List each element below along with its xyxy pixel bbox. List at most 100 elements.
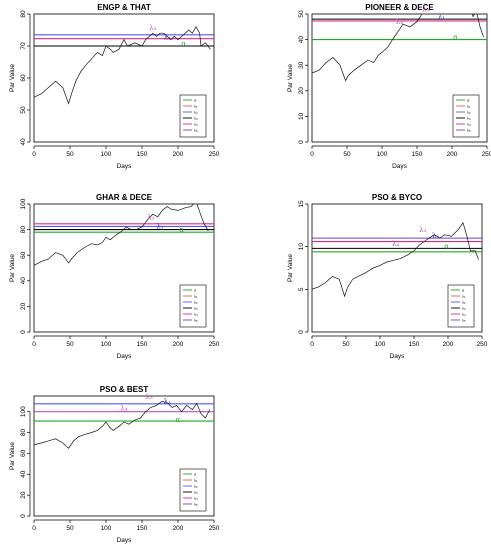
legend-label: λ₄ [462, 312, 466, 317]
legend-label: λ₄ [194, 496, 198, 501]
chart-panel-4: PSO & BYCO 0 50 100 150 200 250 0 5 10 15 Days Par V… [287, 193, 488, 360]
y-tick-label: 60 [20, 74, 27, 82]
legend-label: λ₂ [194, 300, 198, 305]
legend-label: α [462, 288, 465, 293]
x-tick-label: 100 [101, 341, 112, 348]
x-tick-label: 250 [209, 525, 220, 532]
plot-frame [311, 13, 488, 143]
x-tick-label: 100 [101, 151, 112, 158]
series-line [34, 400, 211, 449]
y-tick-label: 80 [20, 226, 27, 234]
annotation-label: λ₁ [164, 34, 171, 42]
x-tick-label: 200 [173, 151, 184, 158]
annotation-label: λ₁ [156, 222, 163, 230]
legend-label: α [194, 288, 197, 293]
y-axis-label: Par Value [9, 254, 16, 282]
y-tick-label: 40 [20, 277, 27, 285]
plot-frame [33, 13, 215, 143]
chart-panel-2: PIONEER & DECE 0 50 100 150 200 250 0 10 20 30 40 50… [287, 3, 491, 170]
y-tick-label: 60 [20, 251, 27, 259]
y-tick-label: 40 [20, 138, 27, 146]
chart-title: PSO & BEST [100, 385, 149, 394]
annotation-label: α [181, 40, 186, 48]
plot-area [34, 400, 214, 449]
x-tick-label: 150 [137, 341, 148, 348]
legend-box [179, 468, 207, 512]
plot-area [34, 204, 214, 266]
x-tick-label: 150 [137, 525, 148, 532]
annotation-label: λ₁ [432, 232, 439, 240]
chart-title: GHAR & DECE [96, 193, 153, 202]
x-axis-label: Days [390, 353, 406, 360]
plot-frame [311, 203, 483, 333]
chart-panel-1: ENGP & THAT 0 50 100 150 200 250 40 50 60 70 80 Days… [9, 3, 220, 170]
annotation-label: α [453, 34, 458, 42]
annotation-label: λ₃ [419, 226, 426, 234]
annotation-label: λ₄ [120, 405, 127, 413]
y-tick-label: 0 [298, 330, 305, 334]
legend-label: λ₁ [467, 104, 471, 109]
y-tick-label: 10 [298, 112, 305, 120]
legend-label: λ₁ [462, 294, 466, 299]
y-axis-label: Par Value [9, 64, 16, 92]
legend-label: λ₁ [194, 294, 198, 299]
annotation-label: λ₁ [164, 397, 171, 405]
legend-label: λ₅ [194, 318, 198, 323]
y-axis-label: Par Value [9, 442, 16, 470]
legend-label: λ₅ [194, 128, 198, 133]
x-tick-label: 0 [310, 341, 314, 348]
plot-area [312, 222, 482, 298]
annotation-label: λ₄ [392, 240, 399, 248]
y-tick-label: 40 [20, 470, 27, 478]
chart-title: PIONEER & DECE [365, 3, 434, 12]
legend-box [179, 284, 207, 328]
y-axis-label: Par Value [287, 254, 294, 282]
y-tick-label: 100 [20, 406, 27, 417]
y-tick-label: 10 [298, 243, 305, 251]
x-tick-label: 250 [482, 151, 491, 158]
plot-area [34, 26, 214, 105]
legend-label: α [467, 98, 470, 103]
x-tick-label: 0 [310, 151, 314, 158]
plot-frame [33, 395, 215, 517]
x-tick-label: 250 [209, 341, 220, 348]
plot-frame [33, 203, 215, 333]
x-tick-label: 200 [443, 341, 454, 348]
annotation-label: λ₃ [422, 5, 429, 13]
y-tick-label: 70 [20, 42, 27, 50]
x-tick-label: 50 [342, 341, 350, 348]
plot-area [312, 14, 487, 82]
x-axis-label: Days [392, 163, 408, 170]
x-tick-label: 150 [137, 151, 148, 158]
legend-label: λ₅ [194, 502, 198, 507]
x-tick-label: 0 [32, 341, 36, 348]
x-tick-label: 100 [377, 151, 388, 158]
series-line [312, 14, 484, 82]
annotation-label: λ₃ [146, 393, 153, 401]
legend-label: λ₁ [194, 478, 198, 483]
y-tick-label: 15 [298, 200, 305, 208]
chart-title: ENGP & THAT [97, 3, 151, 12]
annotation-label: λ₁ [438, 13, 445, 21]
x-axis-label: Days [117, 353, 133, 360]
x-axis-label: Days [117, 537, 133, 544]
legend-label: α [194, 472, 197, 477]
x-tick-label: 100 [375, 341, 386, 348]
series-line [34, 204, 209, 266]
legend-label: λ₃ [462, 306, 466, 311]
y-tick-label: 40 [298, 36, 305, 44]
chart-panel-3: GHAR & DECE 0 50 100 150 200 250 0 20 40 60 80 100 Da… [9, 193, 220, 360]
legend-label: λ₅ [467, 128, 471, 133]
x-tick-label: 200 [173, 525, 184, 532]
legend-label: λ₂ [462, 300, 466, 305]
legend-label: λ₃ [194, 116, 198, 121]
annotation-label: α [176, 416, 181, 424]
legend-label: λ₂ [467, 110, 471, 115]
x-tick-label: 150 [412, 151, 423, 158]
y-tick-label: 20 [20, 302, 27, 310]
x-tick-label: 0 [32, 525, 36, 532]
annotation-label: λ₃ [147, 213, 154, 221]
y-tick-label: 50 [298, 10, 305, 18]
y-tick-label: 100 [20, 198, 27, 209]
y-tick-label: 60 [20, 449, 27, 457]
